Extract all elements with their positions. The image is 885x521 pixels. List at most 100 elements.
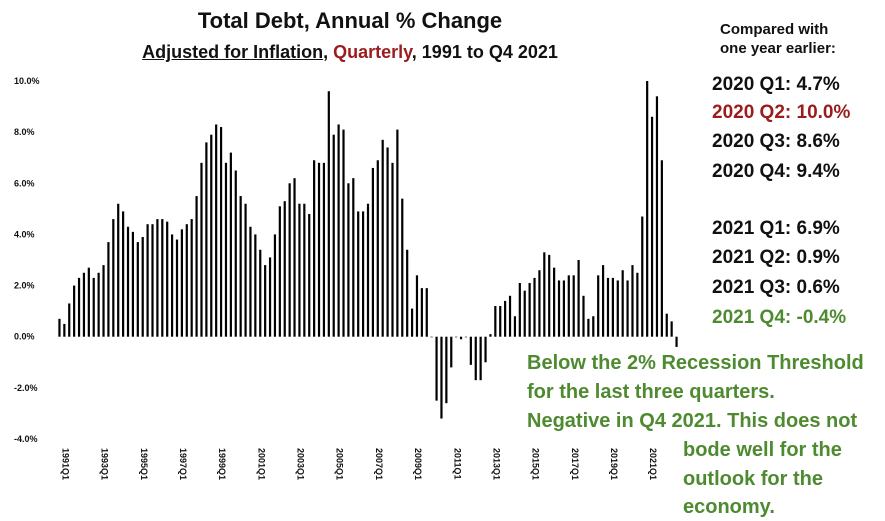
bar xyxy=(670,321,673,337)
x-tick-label: 1995Q1 xyxy=(139,448,149,480)
bar xyxy=(474,336,477,381)
bar xyxy=(582,295,585,337)
bar xyxy=(166,221,169,337)
bar xyxy=(415,275,419,337)
bar xyxy=(469,336,472,365)
bar xyxy=(616,280,619,337)
bar xyxy=(371,167,374,337)
bar xyxy=(239,196,242,337)
bar xyxy=(249,226,252,337)
bar xyxy=(161,219,164,337)
bar xyxy=(254,234,257,337)
bar xyxy=(322,162,326,337)
bar xyxy=(518,283,521,337)
bar xyxy=(459,336,463,340)
bar xyxy=(425,288,428,337)
bar xyxy=(655,96,659,337)
subtitle-quarterly: Quarterly xyxy=(333,42,412,62)
note-line-3: Negative in Q4 2021. This does not xyxy=(527,410,858,432)
bar xyxy=(156,219,159,337)
y-tick-label: -2.0% xyxy=(14,383,38,393)
bar xyxy=(577,260,580,337)
bar xyxy=(141,236,144,337)
bar xyxy=(445,336,448,404)
note-line-2: for the last three quarters. xyxy=(527,381,775,403)
bar xyxy=(464,336,468,338)
stat-2020-q2: 2020 Q2: 10.0% xyxy=(712,102,851,123)
bar xyxy=(641,216,644,337)
bar xyxy=(210,134,213,337)
bar xyxy=(259,249,262,337)
note-line-5: outlook for the xyxy=(683,468,823,490)
bar xyxy=(406,249,409,337)
bar xyxy=(293,178,296,337)
y-tick-label: 4.0% xyxy=(14,229,35,239)
bar xyxy=(601,265,605,337)
chart-title: Total Debt, Annual % Change xyxy=(197,8,503,33)
bar xyxy=(317,162,321,337)
x-tick-label: 2001Q1 xyxy=(256,448,266,480)
bar xyxy=(185,224,188,337)
bar xyxy=(386,147,389,337)
bar xyxy=(92,277,95,337)
x-tick-label: 1999Q1 xyxy=(217,448,227,480)
bar xyxy=(543,252,546,337)
bar xyxy=(381,139,384,337)
bar xyxy=(606,277,610,337)
y-tick-label: 2.0% xyxy=(14,281,35,291)
bar xyxy=(264,265,267,337)
bar xyxy=(650,116,654,337)
bar xyxy=(660,160,663,337)
x-tick-label: 2011Q1 xyxy=(452,448,462,480)
bar xyxy=(278,206,281,337)
stat-2020-q4: 2020 Q4: 9.4% xyxy=(712,161,840,182)
bar xyxy=(347,183,350,337)
bar xyxy=(146,224,149,337)
stat-2021-q3: 2021 Q3: 0.6% xyxy=(712,277,840,298)
bar xyxy=(430,336,433,338)
bar xyxy=(308,213,311,337)
stat-2021-q2: 2021 Q2: 0.9% xyxy=(712,247,840,268)
bar xyxy=(621,270,624,337)
subtitle-range: , 1991 to Q4 2021 xyxy=(411,42,558,62)
bar xyxy=(97,272,100,337)
bar xyxy=(68,303,71,337)
stat-2020-q1: 2020 Q1: 4.7% xyxy=(712,74,840,95)
x-tick-label: 2013Q1 xyxy=(491,448,501,480)
bar xyxy=(611,277,614,337)
bar xyxy=(244,203,247,337)
bar xyxy=(553,267,556,337)
bar xyxy=(112,219,115,337)
bar xyxy=(528,283,531,337)
x-tick-label: 1991Q1 xyxy=(60,448,70,480)
bar xyxy=(420,288,423,337)
bar xyxy=(200,162,203,337)
bar xyxy=(205,142,208,337)
bar xyxy=(117,203,120,337)
bar xyxy=(587,318,590,337)
bar xyxy=(665,313,668,337)
bar xyxy=(499,306,502,337)
bar xyxy=(224,162,228,337)
bar xyxy=(332,134,335,337)
bar xyxy=(508,295,512,337)
bar xyxy=(283,201,286,337)
bar xyxy=(126,226,130,337)
bar xyxy=(229,152,232,337)
bar xyxy=(592,316,595,337)
bar xyxy=(391,162,394,337)
y-tick-label: 6.0% xyxy=(14,178,35,188)
bar xyxy=(450,336,453,368)
bar xyxy=(215,124,218,337)
x-tick-label: 2017Q1 xyxy=(570,448,580,480)
bar xyxy=(484,336,487,363)
bar xyxy=(268,257,272,337)
bar xyxy=(195,196,198,337)
bar xyxy=(494,306,497,337)
bar xyxy=(122,211,125,337)
bar xyxy=(572,275,575,337)
bar xyxy=(523,290,526,337)
bar xyxy=(479,336,482,381)
x-tick-label: 2003Q1 xyxy=(296,448,306,480)
bar xyxy=(513,316,517,337)
